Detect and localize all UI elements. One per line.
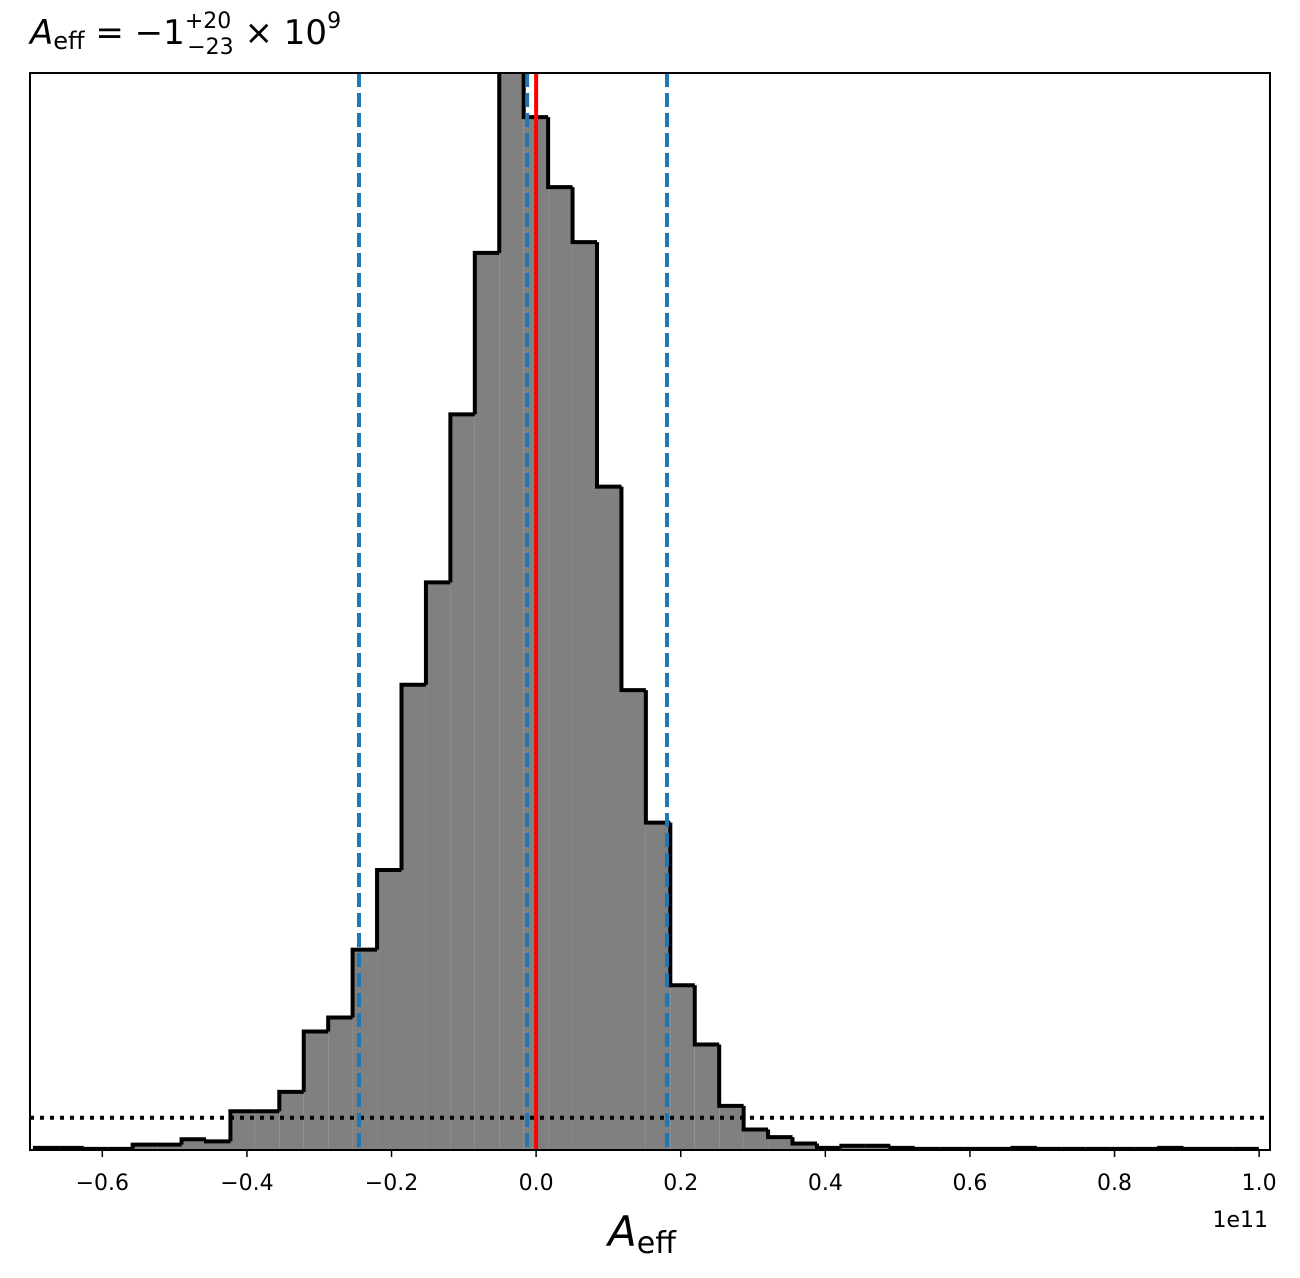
bar: [352, 949, 378, 1150]
bar: [303, 1031, 329, 1150]
bar: [279, 1091, 304, 1150]
bar: [719, 1105, 744, 1150]
bar-outline: [81, 1146, 109, 1150]
bar-outline: [326, 1015, 353, 1032]
bar: [181, 1139, 206, 1150]
bar: [157, 1144, 182, 1150]
bar: [694, 1044, 720, 1150]
bar: [841, 1145, 866, 1150]
bar-outline: [179, 1137, 206, 1145]
bar-outline: [643, 690, 671, 825]
bar: [670, 985, 695, 1150]
bar: [499, 73, 524, 1150]
bar-outline: [912, 1146, 940, 1150]
bar: [254, 1111, 280, 1150]
bar-outline: [448, 412, 475, 583]
bar: [328, 1017, 353, 1150]
bar-outline: [570, 187, 598, 245]
bar-outline: [1157, 1145, 1184, 1150]
bar-outline: [521, 73, 549, 120]
bar-outline: [350, 947, 378, 1018]
xlabel-sub: eff: [637, 1226, 677, 1261]
bar: [743, 1129, 769, 1150]
bar-outline: [228, 1109, 255, 1142]
x-tick-label: −0.4: [220, 1171, 273, 1196]
plot-frame: [29, 72, 1271, 1151]
x-tick-label: 0.8: [1097, 1171, 1132, 1196]
bar-outline: [839, 1143, 866, 1148]
bar: [205, 1141, 231, 1150]
bar-outline: [301, 1029, 329, 1092]
bar-outline: [1181, 1146, 1208, 1150]
bar-outline: [423, 580, 451, 685]
x-tick-label: 0.0: [519, 1171, 554, 1196]
title-suffix: × 10: [234, 13, 327, 53]
x-tick-label: −0.2: [365, 1171, 418, 1196]
bar-outline: [1010, 1145, 1037, 1150]
bar-outline: [741, 1105, 769, 1132]
bar-outline: [546, 117, 573, 190]
bar-outline: [277, 1089, 304, 1112]
xlabel-symbol: A: [605, 1207, 637, 1256]
bar-outline: [375, 867, 402, 950]
x-tick-label: 0.4: [808, 1171, 843, 1196]
x-tick-label: 0.6: [952, 1171, 987, 1196]
bar: [132, 1144, 158, 1150]
bar-outline: [399, 682, 426, 870]
bar: [450, 414, 475, 1150]
title-symbol-sub: eff: [53, 27, 85, 55]
bar: [792, 1143, 817, 1150]
bar: [474, 252, 500, 1150]
bar-outline: [692, 985, 720, 1047]
bar: [425, 582, 451, 1150]
bar-outline: [619, 486, 646, 693]
bar-outline: [888, 1145, 915, 1150]
x-tick-label: −0.6: [76, 1171, 129, 1196]
bar: [548, 187, 573, 1150]
bar: [401, 684, 426, 1150]
plot-area: [30, 73, 1270, 1150]
bar-outline: [668, 822, 695, 988]
bar: [865, 1145, 891, 1150]
bar-outline: [203, 1139, 231, 1144]
title-sup: +20: [185, 9, 231, 34]
bar-outline: [472, 250, 500, 415]
title-text: = −1: [85, 13, 185, 53]
bar: [768, 1137, 793, 1150]
bar-outline: [717, 1044, 744, 1108]
bar-outline: [790, 1137, 817, 1146]
title-symbol: A: [28, 13, 53, 53]
x-axis-label: Aeff: [605, 1207, 677, 1261]
title-exp: 9: [327, 9, 341, 34]
bar-outline: [766, 1129, 793, 1140]
chart-title: Aeff = −1+20 −23 × 109: [28, 9, 341, 60]
bar: [597, 486, 622, 1150]
bar-outline: [1034, 1146, 1062, 1150]
bar-outline: [814, 1143, 842, 1150]
bar: [572, 242, 598, 1150]
bar-outline: [130, 1142, 158, 1149]
title-sub: −23: [187, 35, 233, 60]
bar: [621, 690, 646, 1150]
bar-outline: [497, 73, 502, 253]
x-tick-label: 0.2: [663, 1171, 698, 1196]
bar: [377, 869, 402, 1150]
x-tick-label: 1.0: [1242, 1171, 1277, 1196]
bar-outline: [595, 242, 622, 489]
x-offset-label: 1e11: [1212, 1208, 1268, 1233]
